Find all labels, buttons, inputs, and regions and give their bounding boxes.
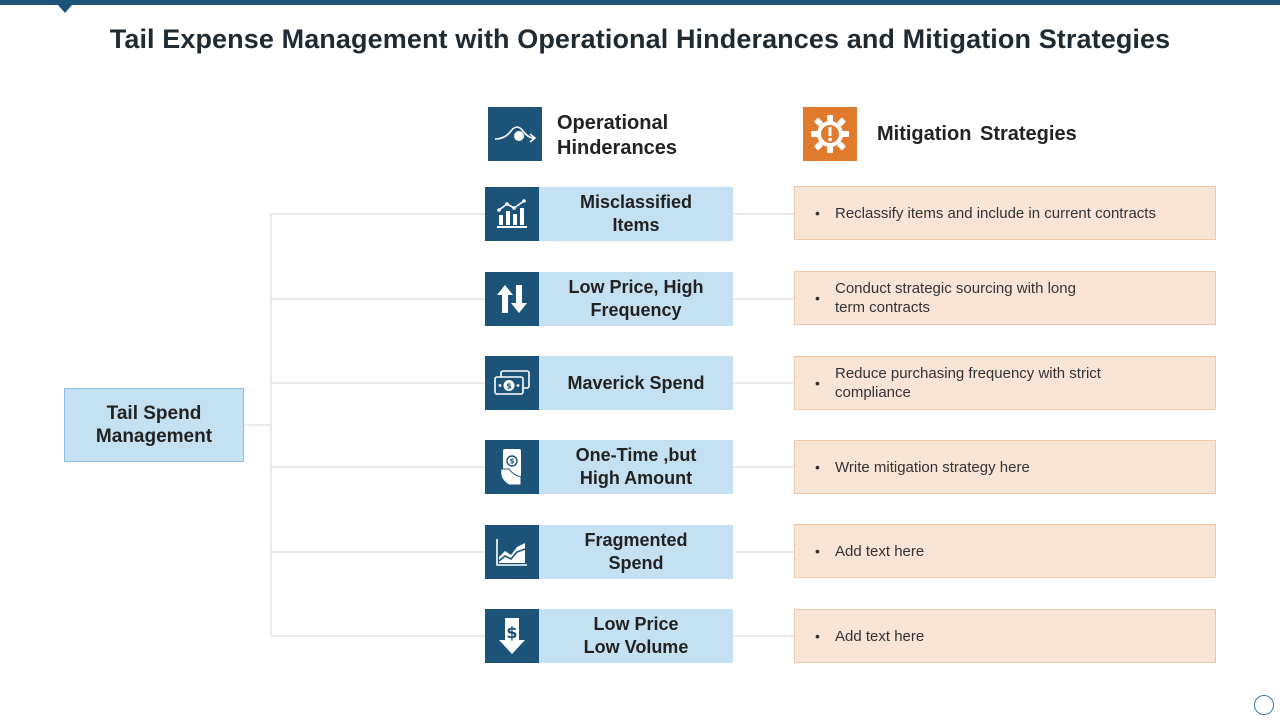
cash-icon: $ [485, 356, 539, 410]
strategy-box: • Add text here [794, 609, 1216, 663]
hinderance-box-low-price-high-frequency: Low Price, High Frequency [539, 272, 733, 326]
hinderance-label: Low Price, High Frequency [568, 277, 704, 320]
hinderance-box-misclassified: Misclassified Items [539, 187, 733, 241]
hinderance-box-low-price-low-volume: Low Price Low Volume [539, 609, 733, 663]
corner-circle-icon [1254, 695, 1274, 715]
bullet-icon: • [815, 289, 820, 306]
strategy-box: • Reclassify items and include in curren… [794, 186, 1216, 240]
gear-alert-icon [803, 107, 857, 161]
hand-bill-icon: $ [485, 440, 539, 494]
up-down-arrows-icon [485, 272, 539, 326]
bullet-icon: • [815, 204, 820, 221]
strategy-box: • Write mitigation strategy here [794, 440, 1216, 494]
svg-text:$: $ [506, 382, 512, 391]
hinderance-label: Low Price Low Volume [583, 614, 689, 657]
strategy-box: • Add text here [794, 524, 1216, 578]
hinderance-label: Fragmented Spend [584, 530, 688, 573]
strategy-text: Conduct strategic sourcing with long ter… [835, 280, 1076, 316]
strategy-text: Reclassify items and include in current … [835, 204, 1156, 222]
hinderance-box-one-time-high-amount: One-Time ,but High Amount [539, 440, 733, 494]
strategies-header: Mitigation Strategies [877, 123, 1077, 145]
root-label: Tail Spend Management [95, 403, 213, 447]
hinderances-header: Operational Hinderances [557, 112, 678, 159]
page-title: Tail Expense Management with Operational… [109, 24, 1171, 54]
area-chart-icon [485, 525, 539, 579]
strategy-text: Add text here [835, 542, 925, 560]
strategy-box: • Conduct strategic sourcing with long t… [794, 271, 1216, 325]
svg-text:$: $ [510, 458, 515, 466]
bullet-icon: • [815, 542, 820, 559]
hinderance-label: Misclassified Items [579, 192, 693, 235]
hinderance-label: One-Time ,but High Amount [575, 445, 697, 488]
hinderance-box-maverick-spend: Maverick Spend [539, 356, 733, 410]
top-accent-bar [0, 0, 1280, 5]
top-accent-notch [58, 5, 72, 13]
bullet-icon: • [815, 627, 820, 644]
strategy-text: Add text here [835, 627, 925, 645]
dollar-down-arrow-icon: $ [485, 609, 539, 663]
strategy-box: • Reduce purchasing frequency with stric… [794, 356, 1216, 410]
bullet-icon: • [815, 374, 820, 391]
strategy-text: Write mitigation strategy here [835, 458, 1030, 476]
bar-chart-icon [485, 187, 539, 241]
hinderance-label: Maverick Spend [567, 372, 705, 393]
bullet-icon: • [815, 458, 820, 475]
hinderance-box-fragmented-spend: Fragmented Spend [539, 525, 733, 579]
root-node: Tail Spend Management [64, 388, 244, 462]
curve-arrow-icon [488, 107, 542, 161]
svg-text:$: $ [506, 623, 517, 642]
strategy-text: Reduce purchasing frequency with strict … [835, 365, 1101, 401]
